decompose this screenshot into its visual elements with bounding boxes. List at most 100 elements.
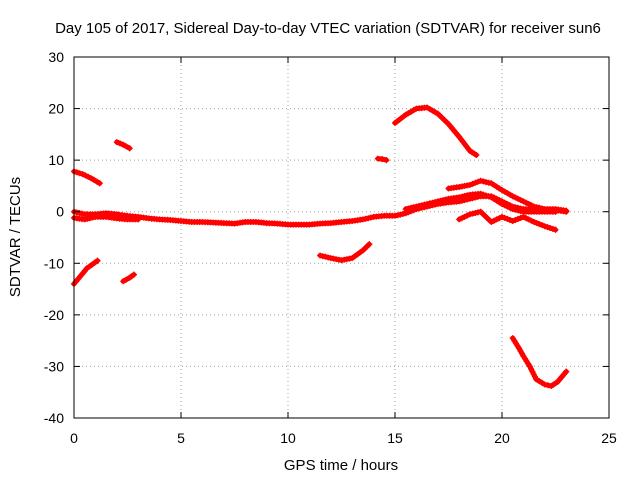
data-series <box>71 104 570 389</box>
data-point <box>531 219 538 225</box>
data-point <box>509 218 516 224</box>
y-tick-label: 20 <box>48 101 64 117</box>
data-point <box>496 215 503 222</box>
data-point <box>126 145 133 152</box>
data-point <box>474 209 481 216</box>
series-mid-cluster <box>402 190 559 215</box>
data-point <box>424 201 431 207</box>
x-tick-label: 20 <box>494 430 510 446</box>
data-point <box>552 226 559 233</box>
x-axis-label: GPS time / hours <box>284 457 398 474</box>
y-tick-label: -40 <box>44 410 64 426</box>
data-point <box>485 193 492 200</box>
data-point <box>523 215 530 222</box>
data-point <box>515 215 521 222</box>
series-short-lower <box>120 271 137 285</box>
series-lower-branch <box>456 208 559 233</box>
y-tick-label: 10 <box>48 152 64 168</box>
data-point <box>123 143 130 150</box>
data-point <box>480 178 487 185</box>
data-point <box>442 196 449 203</box>
data-point <box>379 156 386 163</box>
chart-title: Day 105 of 2017, Sidereal Day-to-day VTE… <box>55 20 601 37</box>
data-point <box>525 216 532 223</box>
data-point <box>456 194 463 201</box>
plot-frame <box>73 56 610 419</box>
data-point <box>466 181 473 188</box>
data-point <box>547 225 554 231</box>
data-point <box>461 193 468 199</box>
data-point <box>517 197 524 204</box>
data-point <box>549 225 556 232</box>
data-point <box>541 381 548 388</box>
data-point <box>461 213 468 220</box>
x-tick-label: 5 <box>177 430 185 446</box>
series-early-descending <box>71 168 103 187</box>
data-point <box>499 213 505 220</box>
data-point <box>525 201 532 207</box>
y-tick-label: -30 <box>44 358 64 374</box>
data-point <box>120 141 127 148</box>
data-point <box>113 139 120 146</box>
data-point <box>533 220 540 227</box>
series-early-rising <box>71 257 101 287</box>
data-point <box>563 368 570 375</box>
data-point <box>545 382 551 389</box>
data-point <box>473 152 480 158</box>
x-tick-label: 0 <box>70 430 78 446</box>
data-point <box>515 207 521 214</box>
data-point <box>117 140 123 147</box>
data-point <box>96 180 103 187</box>
y-tick-label: 0 <box>56 204 64 220</box>
data-point <box>515 195 521 202</box>
data-point <box>541 223 548 230</box>
data-point <box>135 216 142 223</box>
y-axis-label: SDTVAR / TECUs <box>7 177 24 297</box>
series-main-band-lower <box>71 213 142 223</box>
series-short-upper <box>113 139 133 152</box>
data-point <box>474 178 481 185</box>
data-point <box>523 199 530 206</box>
data-point <box>130 271 137 278</box>
data-point <box>480 191 487 198</box>
data-point <box>413 203 420 210</box>
data-point <box>520 198 527 205</box>
series-upper-cluster <box>445 177 570 214</box>
data-point <box>76 170 83 177</box>
series-arc <box>392 104 480 158</box>
data-point <box>477 190 484 197</box>
series-blip <box>374 155 390 164</box>
data-point <box>520 213 527 220</box>
y-tick-label: -20 <box>44 307 64 323</box>
data-point <box>528 217 535 224</box>
data-point <box>79 171 86 178</box>
data-point <box>464 212 471 219</box>
x-tick-label: 25 <box>601 430 617 446</box>
x-tick-label: 15 <box>387 430 403 446</box>
data-point <box>517 214 524 221</box>
data-point <box>507 217 513 223</box>
data-point <box>73 169 80 176</box>
tick-labels: 0 5 10 15 20 25 -40 -30 -20 -10 0 10 20 30 <box>44 49 617 446</box>
data-point <box>383 157 390 164</box>
data-point <box>552 208 559 215</box>
data-point <box>501 214 508 221</box>
tick-marks <box>73 56 610 419</box>
data-point <box>528 202 535 209</box>
data-point <box>536 221 543 228</box>
data-point <box>493 216 500 223</box>
data-point <box>405 205 412 212</box>
data-point <box>79 210 85 217</box>
data-point <box>509 193 516 200</box>
data-point <box>509 206 516 213</box>
y-tick-label: -10 <box>44 255 64 271</box>
data-point <box>366 241 373 248</box>
grid <box>74 57 609 418</box>
series-deep-dip <box>509 335 570 389</box>
data-point <box>499 201 505 207</box>
data-point <box>488 219 495 225</box>
data-point <box>123 276 130 283</box>
data-point <box>539 222 546 229</box>
data-point <box>120 278 127 285</box>
